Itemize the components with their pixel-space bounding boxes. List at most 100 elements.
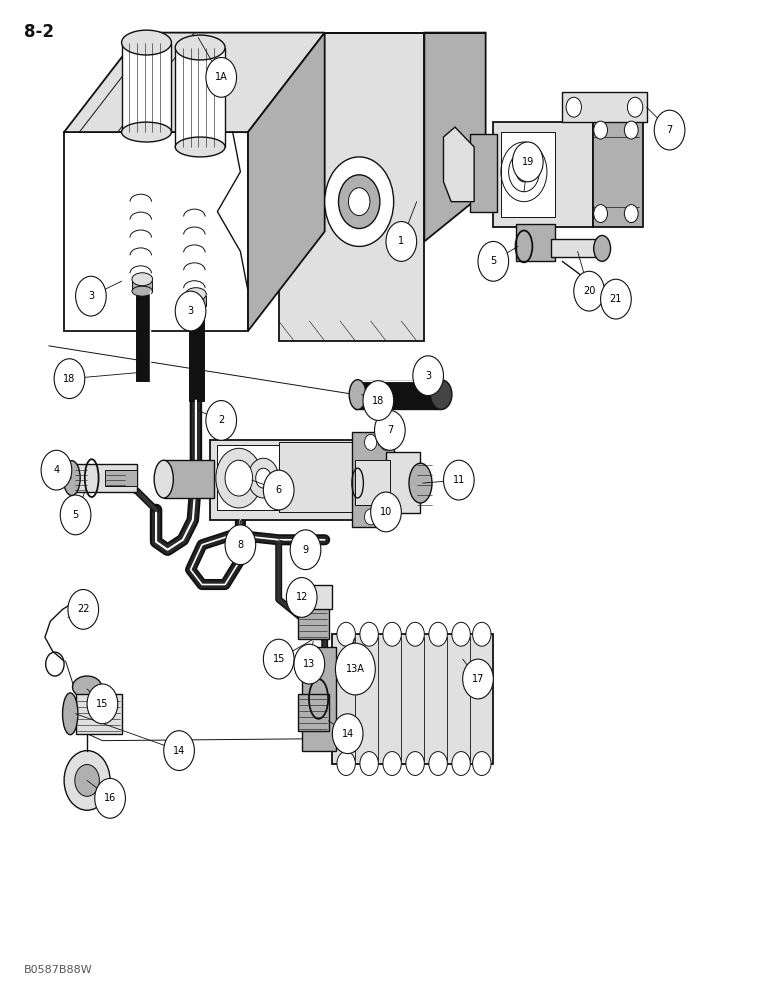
Circle shape <box>54 359 85 399</box>
Ellipse shape <box>185 288 206 301</box>
Ellipse shape <box>154 460 173 498</box>
Circle shape <box>628 97 643 117</box>
Text: 22: 22 <box>77 604 90 614</box>
Text: 14: 14 <box>341 729 354 739</box>
Polygon shape <box>562 92 647 122</box>
Circle shape <box>338 175 380 229</box>
Circle shape <box>263 470 294 510</box>
Circle shape <box>41 450 72 490</box>
Ellipse shape <box>73 676 102 698</box>
Circle shape <box>386 222 417 261</box>
Text: 15: 15 <box>273 654 285 664</box>
Ellipse shape <box>594 235 611 261</box>
Text: 18: 18 <box>63 374 76 384</box>
Ellipse shape <box>431 380 452 410</box>
Circle shape <box>413 356 443 396</box>
Circle shape <box>364 434 377 450</box>
Polygon shape <box>210 440 355 520</box>
Circle shape <box>472 622 491 646</box>
Ellipse shape <box>132 286 153 296</box>
Text: 13: 13 <box>303 659 316 669</box>
Text: 7: 7 <box>666 125 672 135</box>
Circle shape <box>443 460 474 500</box>
Circle shape <box>164 731 195 770</box>
Circle shape <box>406 752 425 775</box>
Text: 8-2: 8-2 <box>24 23 54 41</box>
Circle shape <box>472 752 491 775</box>
Circle shape <box>566 97 581 117</box>
Text: 15: 15 <box>96 699 109 709</box>
Circle shape <box>452 752 470 775</box>
Ellipse shape <box>349 380 366 410</box>
Text: 9: 9 <box>303 545 309 555</box>
Circle shape <box>348 188 370 216</box>
Circle shape <box>64 751 110 810</box>
Text: 5: 5 <box>490 256 496 266</box>
Polygon shape <box>593 117 643 227</box>
Text: 8: 8 <box>237 540 243 550</box>
Polygon shape <box>131 281 152 291</box>
Polygon shape <box>443 127 474 202</box>
Circle shape <box>286 578 317 617</box>
Circle shape <box>325 157 394 246</box>
Polygon shape <box>516 224 554 261</box>
Text: 10: 10 <box>380 507 392 517</box>
Text: 13A: 13A <box>346 664 365 674</box>
Circle shape <box>360 622 378 646</box>
Circle shape <box>363 381 394 420</box>
Polygon shape <box>355 381 439 409</box>
Ellipse shape <box>582 277 596 289</box>
Circle shape <box>68 589 99 629</box>
Text: 11: 11 <box>452 475 465 485</box>
Text: 3: 3 <box>88 291 94 301</box>
Circle shape <box>371 492 401 532</box>
Polygon shape <box>218 445 279 510</box>
Ellipse shape <box>132 273 153 286</box>
Circle shape <box>290 530 321 570</box>
Circle shape <box>625 121 638 139</box>
Circle shape <box>206 57 236 97</box>
Circle shape <box>374 410 405 450</box>
Circle shape <box>206 401 236 440</box>
Polygon shape <box>298 604 329 639</box>
Circle shape <box>87 684 118 724</box>
Ellipse shape <box>63 461 80 496</box>
Text: 14: 14 <box>173 746 185 756</box>
Polygon shape <box>76 694 121 734</box>
Circle shape <box>225 525 256 565</box>
Polygon shape <box>185 296 206 306</box>
Circle shape <box>380 434 392 450</box>
Ellipse shape <box>121 122 171 142</box>
Text: 4: 4 <box>53 465 59 475</box>
Polygon shape <box>248 33 325 331</box>
Circle shape <box>380 509 392 525</box>
Polygon shape <box>351 432 394 527</box>
Circle shape <box>175 291 206 331</box>
Ellipse shape <box>63 693 78 735</box>
Polygon shape <box>493 122 593 227</box>
Ellipse shape <box>121 30 171 55</box>
Circle shape <box>337 622 355 646</box>
Polygon shape <box>355 460 390 505</box>
Polygon shape <box>298 694 329 731</box>
Polygon shape <box>550 239 601 257</box>
Circle shape <box>60 495 91 535</box>
Circle shape <box>263 639 294 679</box>
Text: 3: 3 <box>425 371 432 381</box>
Text: 1: 1 <box>398 236 405 246</box>
Circle shape <box>364 509 377 525</box>
Circle shape <box>95 778 125 818</box>
Circle shape <box>360 752 378 775</box>
Circle shape <box>452 622 470 646</box>
Circle shape <box>594 121 608 139</box>
Text: 17: 17 <box>472 674 484 684</box>
Polygon shape <box>333 634 493 764</box>
Text: 21: 21 <box>610 294 622 304</box>
Text: B0587B88W: B0587B88W <box>24 965 93 975</box>
Text: 7: 7 <box>387 425 393 435</box>
Polygon shape <box>164 460 214 498</box>
Text: 6: 6 <box>276 485 282 495</box>
Text: 18: 18 <box>372 396 384 406</box>
Circle shape <box>333 714 363 754</box>
Circle shape <box>383 752 401 775</box>
